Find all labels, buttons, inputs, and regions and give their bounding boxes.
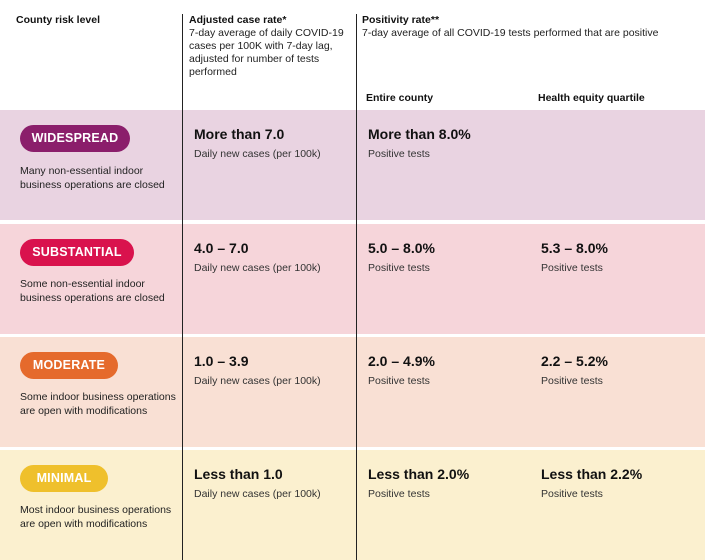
table-header: County risk level Adjusted case rate* 7-…: [0, 0, 705, 110]
positivity-county-value: More than 8.0%: [368, 126, 471, 142]
tier-badge-substantial: SUBSTANTIAL: [20, 239, 134, 266]
subheader-health-equity-quartile: Health equity quartile: [538, 92, 645, 104]
positivity-county-value: Less than 2.0%: [368, 466, 470, 482]
case-rate-value: More than 7.0: [194, 126, 285, 142]
positivity-county-unit: Positive tests: [368, 262, 430, 274]
header-positivity-title: Positivity rate**: [362, 14, 440, 26]
case-rate-unit: Daily new cases (per 100k): [194, 488, 321, 500]
case-rate-cell: More than 7.0 Daily new cases (per 100k): [182, 110, 356, 220]
table-row-moderate: MODERATE Some indoor business operations…: [0, 337, 705, 447]
column-divider-positivity: [356, 14, 357, 560]
header-county-risk-title: County risk level: [16, 14, 101, 26]
header-adjusted-case-rate: Adjusted case rate* 7-day average of dai…: [189, 14, 349, 79]
positivity-county-value: 2.0 – 4.9%: [368, 353, 435, 369]
positivity-equity-cell: 5.3 – 8.0% Positive tests: [529, 224, 705, 334]
tier-cell: WIDESPREAD Many non-essential indoor bus…: [0, 110, 182, 220]
tier-badge-widespread: WIDESPREAD: [20, 125, 130, 152]
positivity-equity-cell: Less than 2.2% Positive tests: [529, 450, 705, 560]
positivity-equity-cell: [529, 110, 705, 220]
positivity-equity-unit: Positive tests: [541, 262, 603, 274]
tier-badge-moderate: MODERATE: [20, 352, 118, 379]
case-rate-value: 4.0 – 7.0: [194, 240, 249, 256]
positivity-county-cell: More than 8.0% Positive tests: [356, 110, 529, 220]
header-case-rate-subtitle: 7-day average of daily COVID-19 cases pe…: [189, 27, 344, 78]
positivity-equity-value: 2.2 – 5.2%: [541, 353, 608, 369]
positivity-county-unit: Positive tests: [368, 375, 430, 387]
table-row-minimal: MINIMAL Most indoor business operations …: [0, 450, 705, 560]
tier-description: Many non-essential indoor business opera…: [20, 165, 165, 191]
positivity-equity-value: Less than 2.2%: [541, 466, 643, 482]
tier-badge-minimal: MINIMAL: [20, 465, 108, 492]
positivity-county-cell: 5.0 – 8.0% Positive tests: [356, 224, 529, 334]
case-rate-cell: 4.0 – 7.0 Daily new cases (per 100k): [182, 224, 356, 334]
header-case-rate-title: Adjusted case rate*: [189, 14, 287, 26]
header-positivity-rate: Positivity rate** 7-day average of all C…: [362, 14, 692, 40]
case-rate-cell: Less than 1.0 Daily new cases (per 100k): [182, 450, 356, 560]
header-positivity-subtitle: 7-day average of all COVID-19 tests perf…: [362, 27, 659, 39]
positivity-county-cell: 2.0 – 4.9% Positive tests: [356, 337, 529, 447]
table-row-widespread: WIDESPREAD Many non-essential indoor bus…: [0, 110, 705, 220]
positivity-equity-value: 5.3 – 8.0%: [541, 240, 608, 256]
positivity-county-unit: Positive tests: [368, 488, 430, 500]
tier-cell: SUBSTANTIAL Some non-essential indoor bu…: [0, 224, 182, 334]
case-rate-value: 1.0 – 3.9: [194, 353, 249, 369]
positivity-county-unit: Positive tests: [368, 148, 430, 160]
positivity-equity-unit: Positive tests: [541, 375, 603, 387]
column-divider-case-rate: [182, 14, 183, 560]
case-rate-unit: Daily new cases (per 100k): [194, 375, 321, 387]
positivity-county-value: 5.0 – 8.0%: [368, 240, 435, 256]
header-county-risk-level: County risk level: [16, 14, 176, 27]
case-rate-unit: Daily new cases (per 100k): [194, 148, 321, 160]
positivity-county-cell: Less than 2.0% Positive tests: [356, 450, 529, 560]
tier-description: Most indoor business operations are open…: [20, 504, 172, 530]
table-row-substantial: SUBSTANTIAL Some non-essential indoor bu…: [0, 224, 705, 334]
tier-cell: MINIMAL Most indoor business operations …: [0, 450, 182, 560]
tier-description: Some indoor business operations are open…: [20, 391, 176, 417]
positivity-equity-cell: 2.2 – 5.2% Positive tests: [529, 337, 705, 447]
case-rate-cell: 1.0 – 3.9 Daily new cases (per 100k): [182, 337, 356, 447]
subheader-entire-county: Entire county: [366, 92, 434, 104]
tier-description: Some non-essential indoor business opera…: [20, 278, 165, 304]
positivity-equity-unit: Positive tests: [541, 488, 603, 500]
case-rate-value: Less than 1.0: [194, 466, 283, 482]
tier-cell: MODERATE Some indoor business operations…: [0, 337, 182, 447]
case-rate-unit: Daily new cases (per 100k): [194, 262, 321, 274]
